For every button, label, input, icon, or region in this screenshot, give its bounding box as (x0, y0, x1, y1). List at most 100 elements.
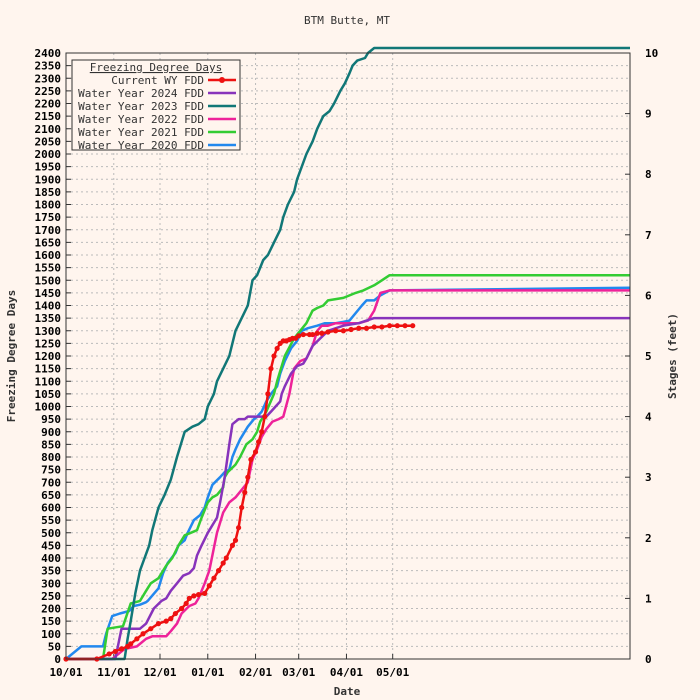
y-tick-label: 1600 (35, 249, 62, 262)
data-point-current-wy-fdd (348, 326, 354, 333)
data-point-current-wy-fdd (168, 616, 174, 622)
y-tick-label: 1500 (35, 274, 62, 287)
y-tick-label: 1750 (35, 211, 62, 224)
y-tick-label: 650 (41, 489, 61, 502)
data-point-current-wy-fdd (232, 537, 239, 543)
y-tick-label: 2350 (35, 60, 62, 73)
y-tick-label: 2250 (35, 85, 62, 98)
y-tick-label: 1850 (35, 186, 62, 199)
data-point-current-wy-fdd (245, 474, 251, 480)
y-tick-label: 1150 (35, 363, 62, 376)
data-point-current-wy-fdd (178, 605, 185, 612)
y-tick-label: 1300 (35, 325, 62, 338)
y-tick-label: 300 (41, 577, 61, 590)
y-tick-label: 1900 (35, 173, 62, 186)
data-point-current-wy-fdd (363, 325, 370, 331)
data-point-current-wy-fdd (271, 353, 277, 359)
x-tick-label: 10/01 (49, 666, 82, 679)
data-point-current-wy-fdd (163, 618, 169, 624)
y-tick-label: 350 (41, 565, 61, 578)
x-tick-label: 01/01 (191, 666, 224, 679)
y2-tick-label: 2 (645, 532, 652, 545)
y-tick-label: 2400 (35, 47, 62, 60)
y2-axis-label: Stages (feet) (666, 313, 679, 399)
data-point-current-wy-fdd (183, 600, 189, 607)
x-tick-label: 03/01 (282, 666, 315, 679)
data-point-current-wy-fdd (325, 329, 331, 335)
y-tick-label: 2000 (35, 148, 62, 161)
data-point-current-wy-fdd (309, 331, 316, 338)
data-point-current-wy-fdd (259, 429, 265, 435)
x-tick-label: 12/01 (143, 666, 176, 679)
y2-tick-label: 5 (645, 350, 652, 363)
legend-title: Freezing Degree Days (90, 61, 222, 74)
series-group (63, 46, 631, 662)
y-tick-label: 150 (41, 615, 61, 628)
y-tick-label: 900 (41, 426, 61, 439)
y-tick-label: 2300 (35, 72, 62, 85)
legend-label-water-year-2023-fdd: Water Year 2023 FDD (78, 100, 204, 113)
y-tick-label: 1450 (35, 287, 62, 300)
y-tick-label: 1650 (35, 236, 62, 249)
x-tick-label: 11/01 (97, 666, 130, 679)
series-line-water-year-2020-fdd (65, 286, 631, 660)
data-point-current-wy-fdd (239, 504, 245, 511)
y-tick-label: 750 (41, 464, 61, 477)
data-point-current-wy-fdd (112, 648, 118, 655)
data-point-current-wy-fdd (223, 555, 229, 561)
series-line-current-wy-fdd (66, 324, 413, 661)
y2-tick-label: 1 (645, 592, 652, 605)
data-point-current-wy-fdd (118, 646, 125, 652)
y2-axis-ticks: 0 1 2 3 4 5 6 7 8 9 10 (625, 47, 658, 666)
y-tick-label: 100 (41, 628, 61, 641)
legend: Freezing Degree Days Current WY FDDWater… (71, 59, 241, 152)
series-line-water-year-2021-fdd (66, 273, 630, 661)
data-point-current-wy-fdd (296, 333, 302, 339)
data-point-current-wy-fdd (191, 593, 197, 599)
data-point-current-wy-fdd (195, 592, 202, 598)
data-point-current-wy-fdd (265, 391, 271, 397)
data-point-current-wy-fdd (215, 568, 222, 574)
chart-title: BTM Butte, MT (304, 14, 390, 27)
x-tick-label: 02/01 (239, 666, 272, 679)
data-point-current-wy-fdd (379, 324, 385, 330)
y-tick-label: 500 (41, 527, 61, 540)
data-point-current-wy-fdd (140, 631, 146, 637)
y-tick-label: 1550 (35, 262, 62, 275)
y-axis-ticks: 0501001502002503003504004505005506006507… (35, 47, 71, 666)
y-tick-label: 250 (41, 590, 61, 603)
data-point-current-wy-fdd (155, 621, 162, 627)
y2-tick-label: 7 (645, 229, 652, 242)
legend-label-water-year-2020-fdd: Water Year 2020 FDD (78, 139, 204, 152)
data-point-current-wy-fdd (252, 449, 259, 455)
y-tick-label: 1000 (35, 401, 62, 414)
data-point-current-wy-fdd (356, 325, 362, 331)
grid-lines (66, 53, 630, 659)
data-point-current-wy-fdd (128, 641, 134, 647)
y-tick-label: 1200 (35, 350, 62, 363)
y-tick-label: 700 (41, 476, 61, 489)
data-point-current-wy-fdd (206, 583, 212, 589)
y2-tick-label: 0 (645, 653, 652, 666)
legend-label-water-year-2021-fdd: Water Year 2021 FDD (78, 126, 204, 139)
y-tick-label: 450 (41, 539, 61, 552)
legend-marker-current-wy-fdd (219, 77, 225, 83)
y-tick-label: 1400 (35, 300, 62, 313)
x-axis-ticks: 10/01 11/01 12/01 01/01 02/01 03/01 04/01 05/01 (49, 654, 410, 679)
y2-tick-label: 4 (645, 411, 652, 424)
x-axis-label: Date (334, 685, 361, 698)
data-point-current-wy-fdd (402, 323, 408, 329)
data-point-current-wy-fdd (333, 328, 339, 334)
y2-tick-label: 10 (645, 47, 658, 60)
data-point-current-wy-fdd (186, 595, 192, 602)
y-tick-label: 2200 (35, 98, 62, 111)
legend-label-current-wy-fdd: Current WY FDD (111, 74, 204, 87)
data-point-current-wy-fdd (242, 489, 248, 495)
y-tick-label: 950 (41, 413, 61, 426)
y-tick-label: 1050 (35, 388, 62, 401)
data-point-current-wy-fdd (220, 560, 226, 566)
y-tick-label: 2050 (35, 135, 62, 148)
legend-label-water-year-2024-fdd: Water Year 2024 FDD (78, 87, 204, 100)
data-point-current-wy-fdd (319, 330, 325, 336)
data-point-current-wy-fdd (202, 590, 208, 596)
